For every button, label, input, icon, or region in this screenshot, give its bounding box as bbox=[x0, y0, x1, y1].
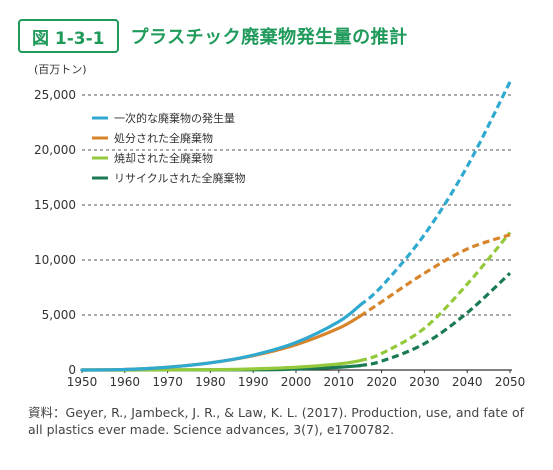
legend-label: 焼却された全廃棄物 bbox=[114, 151, 213, 165]
y-tick-label: 20,000 bbox=[34, 143, 76, 157]
x-tick-label: 2040 bbox=[452, 375, 483, 389]
legend-label: 処分された全廃棄物 bbox=[114, 131, 213, 145]
y-tick-label: 0 bbox=[68, 363, 76, 377]
y-unit-label: (百万トン) bbox=[34, 63, 87, 76]
x-tick-label: 2030 bbox=[409, 375, 440, 389]
series-line-projection bbox=[359, 81, 512, 307]
x-tick-label: 2010 bbox=[324, 375, 355, 389]
series-line-historical bbox=[80, 359, 362, 372]
series-line-projection bbox=[359, 233, 511, 318]
x-tick-label: 2000 bbox=[281, 375, 312, 389]
x-tick-label: 1960 bbox=[110, 375, 141, 389]
source-text: Geyer, R., Jambeck, J. R., & Law, K. L. … bbox=[28, 405, 524, 437]
figure-number-badge: 図 1-3-1 bbox=[18, 19, 119, 53]
figure-title: プラスチック廃棄物発生量の推計 bbox=[130, 27, 408, 48]
series-line-historical bbox=[80, 303, 362, 372]
x-tick-label: 2050 bbox=[495, 375, 526, 389]
plastic-waste-chart: (百万トン) 0 5,000 10,000 15,000 20,000 25,000 1950… bbox=[34, 63, 526, 389]
source-label: 資料： bbox=[28, 405, 66, 420]
x-tick-label: 1950 bbox=[67, 375, 98, 389]
legend-label: 一次的な廃棄物の発生量 bbox=[114, 111, 235, 125]
y-tick-label: 10,000 bbox=[34, 253, 76, 267]
source-citation: 資料：Geyer, R., Jambeck, J. R., & Law, K. … bbox=[28, 404, 533, 438]
x-tick-label: 1980 bbox=[195, 375, 226, 389]
x-tick-label: 1970 bbox=[152, 375, 183, 389]
legend-label: リサイクルされた全廃棄物 bbox=[114, 171, 245, 185]
figure-header: 図 1-3-1 プラスチック廃棄物発生量の推計 bbox=[18, 17, 408, 55]
y-tick-label: 5,000 bbox=[42, 308, 76, 322]
x-tick-label: 1990 bbox=[238, 375, 269, 389]
series-line-projection bbox=[359, 231, 512, 363]
y-tick-label: 15,000 bbox=[34, 198, 76, 212]
y-tick-label: 25,000 bbox=[34, 88, 76, 102]
series-line-projection bbox=[359, 272, 512, 368]
x-tick-label: 2020 bbox=[366, 375, 397, 389]
